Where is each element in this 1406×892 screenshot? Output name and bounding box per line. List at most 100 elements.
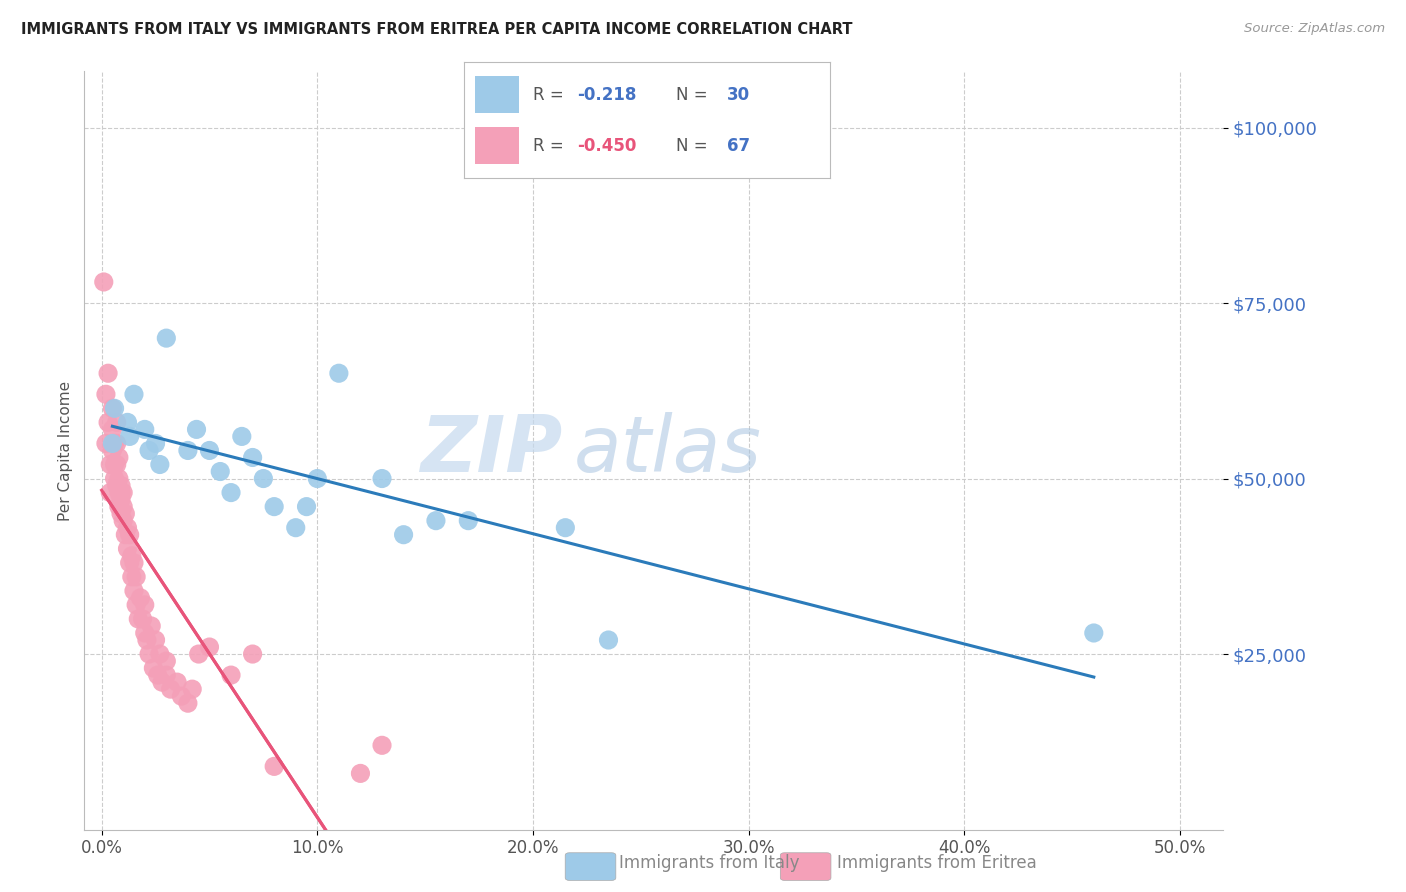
Point (145, 633, 167, 648)
Text: -0.218: -0.218 (578, 86, 637, 103)
Point (149, 647, 172, 661)
Point (219, 668, 242, 682)
Point (101, 436, 124, 450)
Point (135, 633, 157, 648)
Point (242, 647, 264, 661)
Point (103, 436, 125, 450)
Point (117, 416, 139, 430)
Text: ZIP: ZIP (420, 412, 562, 489)
Point (114, 527, 136, 541)
Point (110, 485, 132, 500)
Point (108, 450, 131, 465)
Point (93, 275, 115, 289)
Point (129, 591, 152, 605)
Point (166, 675, 188, 690)
Point (105, 416, 128, 430)
Point (94, 436, 117, 450)
Point (108, 471, 131, 485)
Point (97, 366, 120, 380)
Point (134, 626, 156, 640)
Text: R =: R = (533, 86, 569, 103)
Point (349, 766, 371, 780)
Point (121, 570, 143, 584)
Point (94, 387, 117, 401)
Point (198, 640, 221, 654)
Text: 30: 30 (727, 86, 751, 103)
Point (114, 507, 136, 521)
Point (554, 521, 576, 535)
Point (231, 429, 253, 443)
Point (284, 521, 307, 535)
Text: -0.450: -0.450 (578, 137, 637, 155)
Point (598, 633, 620, 648)
Point (105, 458, 128, 472)
Point (181, 682, 204, 697)
Point (97, 416, 120, 430)
Point (98, 485, 121, 500)
Point (127, 612, 149, 626)
Point (392, 527, 415, 541)
Point (263, 500, 285, 514)
Point (159, 682, 181, 697)
Point (145, 436, 167, 450)
Point (125, 570, 148, 584)
Point (150, 675, 173, 690)
Point (118, 556, 141, 570)
Point (103, 471, 125, 485)
Bar (475, 77, 519, 113)
Text: R =: R = (533, 137, 569, 155)
Y-axis label: Per Capita Income: Per Capita Income (58, 380, 73, 521)
Point (371, 739, 394, 753)
Point (131, 612, 153, 626)
Point (117, 521, 139, 535)
Point (155, 654, 177, 668)
Point (263, 759, 285, 773)
Text: atlas: atlas (574, 412, 762, 489)
Point (138, 647, 160, 661)
Text: IMMIGRANTS FROM ITALY VS IMMIGRANTS FROM ERITREA PER CAPITA INCOME CORRELATION C: IMMIGRANTS FROM ITALY VS IMMIGRANTS FROM… (21, 22, 852, 37)
Point (118, 527, 141, 541)
Point (101, 443, 124, 458)
Point (187, 647, 209, 661)
Point (457, 514, 479, 528)
Point (117, 541, 139, 556)
Point (134, 598, 156, 612)
Point (105, 478, 128, 492)
Text: N =: N = (676, 86, 713, 103)
Point (118, 429, 141, 443)
Point (105, 436, 128, 450)
Point (112, 485, 135, 500)
Point (101, 401, 124, 416)
Point (121, 549, 143, 563)
Point (103, 458, 125, 472)
Point (146, 668, 169, 682)
Point (103, 401, 125, 416)
Point (198, 443, 221, 458)
Point (122, 583, 145, 598)
Point (177, 443, 200, 458)
Point (170, 689, 193, 703)
Point (101, 422, 124, 436)
Point (108, 485, 131, 500)
Point (108, 500, 131, 514)
Bar (475, 128, 519, 164)
Point (1083, 626, 1105, 640)
Point (122, 556, 145, 570)
Point (138, 443, 160, 458)
Point (110, 478, 132, 492)
Point (149, 458, 172, 472)
Text: 67: 67 (727, 137, 751, 155)
Point (209, 465, 232, 479)
Text: Immigrants from Eritrea: Immigrants from Eritrea (837, 855, 1036, 872)
Point (112, 514, 135, 528)
Point (155, 668, 177, 682)
Point (142, 661, 165, 675)
Point (98, 458, 121, 472)
Point (110, 507, 132, 521)
Point (134, 422, 156, 436)
Point (425, 514, 447, 528)
Point (295, 500, 318, 514)
Text: Source: ZipAtlas.com: Source: ZipAtlas.com (1244, 22, 1385, 36)
Point (141, 619, 163, 633)
Point (122, 387, 145, 401)
